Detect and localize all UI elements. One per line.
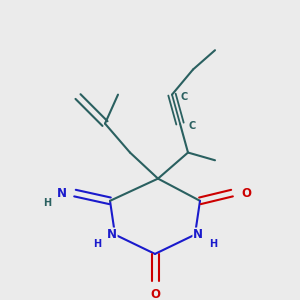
Text: N: N <box>57 187 67 200</box>
Text: H: H <box>43 198 51 208</box>
Text: N: N <box>193 228 203 241</box>
Text: O: O <box>150 288 160 300</box>
Text: C: C <box>180 92 188 101</box>
Text: H: H <box>209 239 217 249</box>
Text: O: O <box>241 187 251 200</box>
Text: C: C <box>188 121 196 130</box>
Text: H: H <box>93 239 101 249</box>
Text: N: N <box>107 228 117 241</box>
